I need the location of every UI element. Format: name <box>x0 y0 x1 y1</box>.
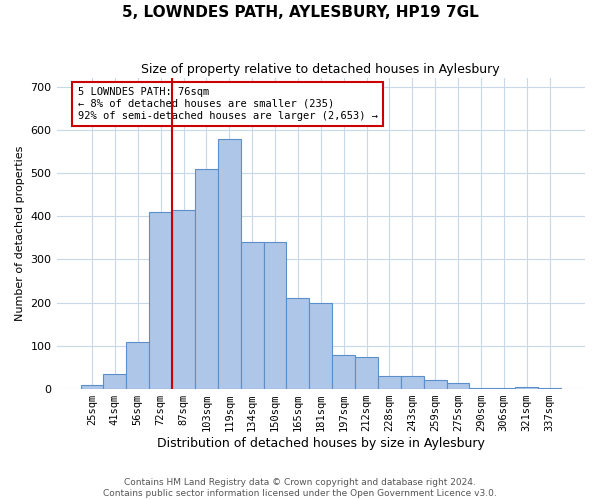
Bar <box>241 242 263 389</box>
Bar <box>127 342 149 389</box>
Title: Size of property relative to detached houses in Aylesbury: Size of property relative to detached ho… <box>142 62 500 76</box>
Bar <box>263 242 286 389</box>
Bar <box>332 354 355 389</box>
Text: Contains HM Land Registry data © Crown copyright and database right 2024.
Contai: Contains HM Land Registry data © Crown c… <box>103 478 497 498</box>
Bar <box>355 356 378 389</box>
Bar <box>401 376 424 389</box>
Bar <box>80 385 103 389</box>
Text: 5, LOWNDES PATH, AYLESBURY, HP19 7GL: 5, LOWNDES PATH, AYLESBURY, HP19 7GL <box>122 5 478 20</box>
Bar <box>149 212 172 389</box>
Bar <box>424 380 446 389</box>
Bar <box>538 388 561 389</box>
Bar <box>446 382 469 389</box>
X-axis label: Distribution of detached houses by size in Aylesbury: Distribution of detached houses by size … <box>157 437 485 450</box>
Bar <box>469 388 493 389</box>
Bar <box>172 210 195 389</box>
Bar <box>195 169 218 389</box>
Bar <box>493 388 515 389</box>
Bar <box>378 376 401 389</box>
Bar <box>286 298 310 389</box>
Y-axis label: Number of detached properties: Number of detached properties <box>15 146 25 322</box>
Text: 5 LOWNDES PATH: 76sqm
← 8% of detached houses are smaller (235)
92% of semi-deta: 5 LOWNDES PATH: 76sqm ← 8% of detached h… <box>77 88 377 120</box>
Bar <box>218 138 241 389</box>
Bar <box>103 374 127 389</box>
Bar <box>515 387 538 389</box>
Bar <box>310 302 332 389</box>
